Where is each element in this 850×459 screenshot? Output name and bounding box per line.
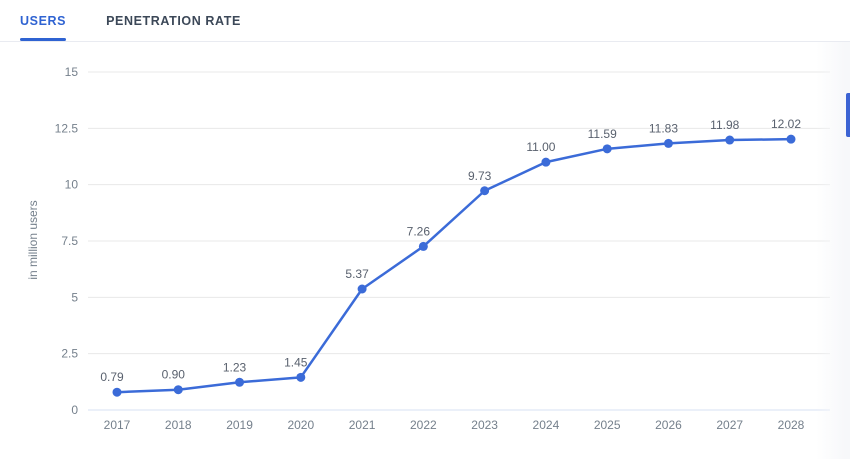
y-tick-label: 10 (65, 178, 79, 192)
tab-penetration-rate[interactable]: PENETRATION RATE (106, 0, 241, 41)
data-point[interactable] (112, 387, 122, 397)
data-point-label: 1.23 (223, 360, 247, 374)
x-tick-label: 2023 (471, 418, 498, 432)
data-point-label: 0.90 (162, 368, 186, 382)
data-point[interactable] (663, 138, 673, 148)
data-point-label: 11.98 (710, 118, 739, 132)
x-tick-label: 2021 (349, 418, 376, 432)
x-tick-label: 2025 (594, 418, 621, 432)
data-point-label: 0.79 (100, 370, 124, 384)
data-point-label: 9.73 (468, 169, 492, 183)
y-axis-title: in million users (26, 200, 40, 280)
y-tick-label: 7.5 (61, 234, 78, 248)
active-tab-indicator (20, 38, 67, 41)
data-point[interactable] (786, 134, 796, 144)
data-point-label: 1.45 (284, 355, 308, 369)
data-point[interactable] (541, 157, 551, 167)
line-series (115, 137, 793, 394)
data-point-label: 11.59 (588, 127, 617, 141)
data-point[interactable] (357, 284, 367, 294)
x-tick-label: 2024 (533, 418, 560, 432)
x-tick-label: 2018 (165, 418, 192, 432)
data-point-label: 7.26 (407, 224, 431, 238)
data-point[interactable] (418, 241, 428, 251)
x-tick-label: 2019 (226, 418, 253, 432)
data-point-label: 11.83 (649, 121, 678, 135)
x-tick-label: 2017 (104, 418, 131, 432)
data-point[interactable] (235, 377, 245, 387)
data-point-label: 11.00 (526, 140, 555, 154)
y-tick-label: 12.5 (55, 121, 79, 135)
tab-users-label: USERS (20, 13, 67, 28)
x-tick-label: 2028 (778, 418, 805, 432)
data-point[interactable] (602, 144, 612, 154)
x-tick-label: 2027 (716, 418, 743, 432)
data-point[interactable] (725, 135, 735, 145)
tab-users[interactable]: USERS (20, 0, 67, 41)
x-tick-label: 2022 (410, 418, 437, 432)
data-point-label: 5.37 (345, 267, 369, 281)
data-point[interactable] (296, 372, 306, 382)
data-point[interactable] (480, 186, 490, 196)
tab-penetration-rate-label: PENETRATION RATE (106, 13, 241, 28)
adjacent-panel-sliver (846, 93, 850, 137)
y-tick-label: 5 (71, 290, 78, 304)
y-tick-label: 2.5 (61, 347, 78, 361)
chart-tabbar: USERS PENETRATION RATE (0, 0, 850, 42)
data-point[interactable] (173, 385, 183, 395)
y-tick-label: 0 (71, 403, 78, 417)
data-point-label: 12.02 (771, 117, 801, 131)
x-tick-label: 2026 (655, 418, 682, 432)
y-tick-label: 15 (65, 65, 79, 79)
x-tick-label: 2020 (287, 418, 314, 432)
